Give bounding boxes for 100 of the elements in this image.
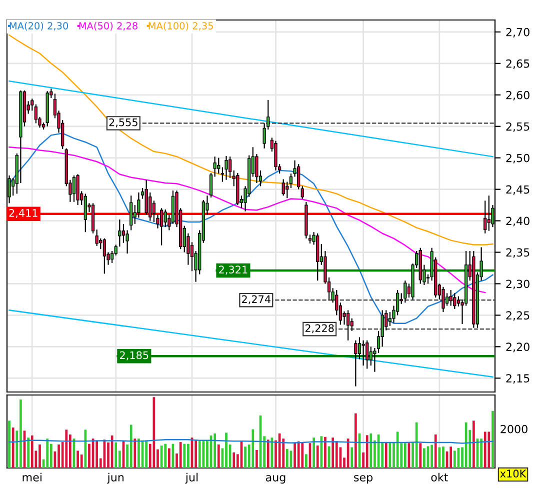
candlestick [274, 140, 278, 171]
candlestick [297, 164, 300, 190]
bar [244, 446, 246, 468]
legend-label: MA(20) 2,30 [10, 22, 68, 31]
bar [305, 454, 308, 468]
bar [134, 438, 136, 468]
bar [194, 440, 197, 468]
y-tick-label: 2,60 [506, 90, 530, 100]
y-tick-label: 2,25 [506, 311, 530, 321]
bar [404, 443, 406, 468]
candlestick [300, 186, 304, 200]
bar [179, 442, 182, 468]
bar [434, 434, 437, 468]
bar [415, 422, 418, 468]
bar [301, 442, 304, 468]
candlestick [449, 289, 452, 306]
bar [217, 444, 220, 468]
candlestick [362, 340, 365, 366]
bar [480, 438, 482, 468]
x-tick-label: sep [354, 475, 373, 484]
bar [145, 440, 148, 468]
bar [84, 430, 87, 468]
bar [232, 452, 236, 468]
bar [492, 410, 494, 468]
candlestick [346, 310, 350, 341]
candlestick [453, 292, 456, 310]
bar [472, 420, 475, 468]
ref-line-label: 2,555 [109, 118, 138, 128]
bar [286, 449, 288, 468]
y-tick-label: 2,40 [506, 216, 530, 226]
ref-line-label: 2,321 [219, 266, 248, 275]
bar [225, 432, 228, 468]
ref-line-label: 2,274 [242, 295, 270, 304]
bar [423, 448, 426, 468]
bar [12, 428, 14, 468]
ref-line-label: 2,228 [305, 324, 334, 334]
bar [80, 454, 83, 468]
candlestick [445, 292, 449, 306]
bar [320, 436, 323, 468]
x-tick-label: jun [107, 472, 124, 484]
bar [294, 442, 296, 468]
bar [488, 432, 490, 468]
candlestick [487, 195, 490, 232]
text: 2000 [500, 424, 528, 434]
ref-line-label: 2,411 [9, 209, 38, 218]
y-tick-label: 2,65 [506, 59, 530, 69]
candlestick [160, 208, 164, 246]
bar [58, 444, 60, 468]
x-tick-label: mei [22, 472, 42, 482]
bar [202, 441, 205, 468]
candlestick [484, 200, 487, 234]
bar [312, 438, 315, 468]
bar [354, 413, 357, 468]
candlestick [286, 181, 289, 199]
bar [20, 400, 22, 468]
candlestick [404, 280, 407, 304]
bar [187, 444, 190, 468]
x-tick-label: jul [185, 472, 198, 484]
bar [76, 450, 79, 468]
bar [252, 429, 254, 468]
ref-line-label: 2,185 [120, 351, 148, 360]
candlestick [110, 250, 114, 264]
y-tick-label: 2,50 [506, 154, 530, 164]
bar [183, 444, 186, 468]
bar [256, 450, 258, 468]
legend-label: MA(50) 2,28 [79, 22, 138, 31]
bar [438, 447, 441, 468]
candlestick [217, 157, 220, 174]
bar [30, 435, 34, 468]
bar [38, 444, 41, 468]
candlestick [366, 340, 369, 370]
line-series [8, 34, 494, 246]
bar [8, 420, 10, 468]
candlestick [84, 193, 87, 233]
bar [138, 438, 140, 468]
bar [332, 438, 334, 468]
candlestick [442, 286, 445, 313]
bar [130, 424, 132, 468]
bar [27, 438, 30, 468]
candlestick [130, 195, 133, 231]
x-tick-label: aug [266, 475, 286, 484]
y-tick-label: 2,15 [506, 374, 530, 384]
y-tick-label: 2,30 [506, 280, 530, 290]
candlestick [282, 178, 285, 196]
candlestick [213, 156, 216, 178]
bar [430, 444, 433, 468]
bar [65, 430, 68, 468]
candlestick [102, 238, 106, 274]
bar [370, 433, 372, 468]
candlestick [380, 310, 384, 348]
bar [450, 446, 452, 468]
candlestick [164, 208, 167, 228]
bar [384, 442, 388, 468]
candlestick [118, 218, 122, 248]
legend-label: MA(100) 2,35 [148, 22, 213, 31]
bar [46, 438, 49, 468]
candlestick [354, 340, 358, 387]
y-tick-label: 2,20 [506, 342, 530, 352]
bar [350, 447, 354, 468]
candlestick [30, 98, 34, 112]
